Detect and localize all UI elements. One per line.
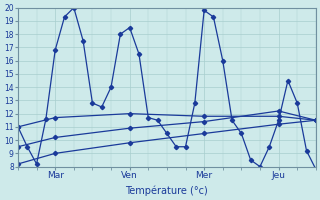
X-axis label: Température (°c): Température (°c): [125, 185, 208, 196]
